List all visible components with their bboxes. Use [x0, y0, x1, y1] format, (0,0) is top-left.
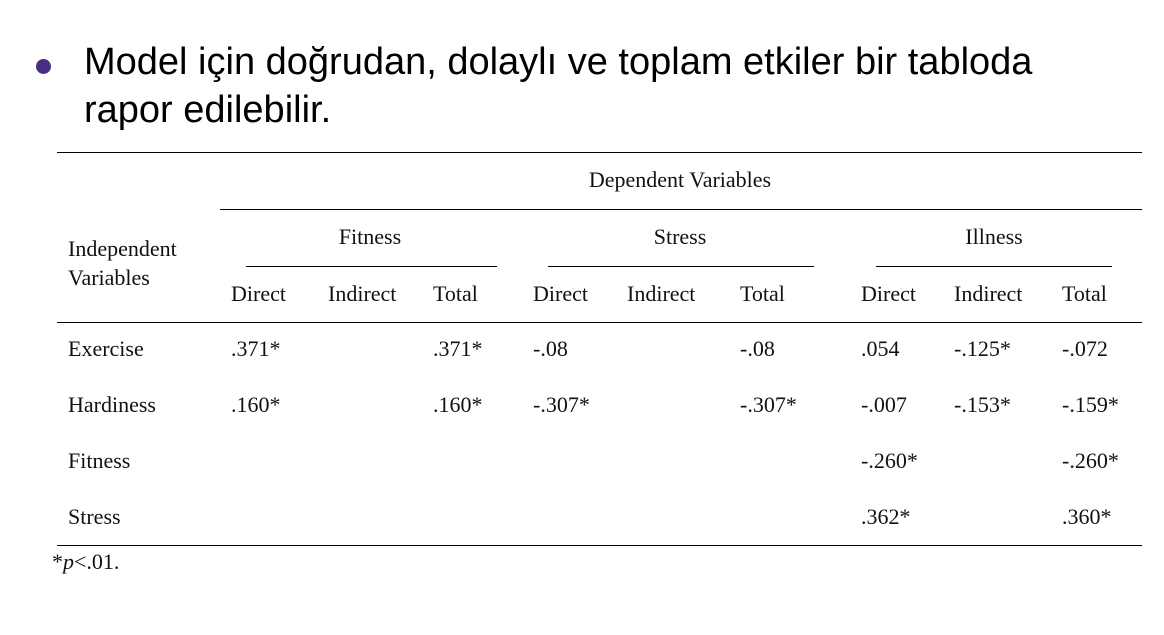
row-label: Fitness [68, 448, 131, 473]
table-cell: -.260* [861, 448, 918, 473]
row-label: Hardiness [68, 392, 156, 417]
table-cell: .371* [433, 336, 483, 361]
illness-rule [876, 266, 1112, 267]
footnote-rest: <.01. [74, 549, 120, 574]
fitness-rule [246, 266, 497, 267]
table-cell: -.307* [740, 392, 797, 417]
subheader-direct: Direct [533, 281, 588, 306]
subheader-direct: Direct [861, 281, 916, 306]
table-bottom-rule [57, 545, 1142, 546]
table-cell: -.007 [861, 392, 907, 417]
bullet-icon [36, 59, 51, 74]
subheader-indirect: Indirect [627, 281, 696, 306]
header-bottom-rule [57, 322, 1142, 323]
table-footnote: *p<.01. [52, 549, 119, 575]
heading-line-1: Model için doğrudan, dolaylı ve toplam e… [84, 41, 1033, 83]
table-cell: .054 [861, 336, 900, 361]
slide-heading: Model için doğrudan, dolaylı ve toplam e… [84, 38, 1144, 134]
table-cell: -.08 [533, 336, 568, 361]
footnote-p: p [63, 549, 74, 574]
subheader-total: Total [1062, 281, 1107, 306]
table-cell: .360* [1062, 504, 1112, 529]
table-cell: -.307* [533, 392, 590, 417]
table-cell: .160* [433, 392, 483, 417]
group-header-fitness: Fitness [338, 224, 402, 249]
dependent-rule [220, 209, 1142, 210]
independent-header-line-2: Variables [68, 265, 150, 290]
stress-rule [548, 266, 814, 267]
subheader-indirect: Indirect [954, 281, 1023, 306]
heading-line-2: rapor edilebilir. [84, 89, 332, 131]
footnote-star: * [52, 549, 63, 574]
independent-header-line-1: Independent [68, 236, 177, 261]
table-cell: -.08 [740, 336, 775, 361]
table-cell: -.153* [954, 392, 1011, 417]
table-cell: -.159* [1062, 392, 1119, 417]
table-cell: .362* [861, 504, 911, 529]
table-cell: .371* [231, 336, 281, 361]
table-cell: -.260* [1062, 448, 1119, 473]
table-cell: .160* [231, 392, 281, 417]
table-top-rule [57, 152, 1142, 153]
subheader-direct: Direct [231, 281, 286, 306]
subheader-total: Total [433, 281, 478, 306]
group-header-stress: Stress [653, 224, 707, 249]
table-cell: -.072 [1062, 336, 1108, 361]
group-header-illness: Illness [965, 224, 1023, 249]
table-cell: -.125* [954, 336, 1011, 361]
subheader-indirect: Indirect [328, 281, 397, 306]
row-label: Stress [68, 504, 121, 529]
row-label: Exercise [68, 336, 144, 361]
subheader-total: Total [740, 281, 785, 306]
dependent-variables-header: Dependent Variables [588, 167, 772, 192]
